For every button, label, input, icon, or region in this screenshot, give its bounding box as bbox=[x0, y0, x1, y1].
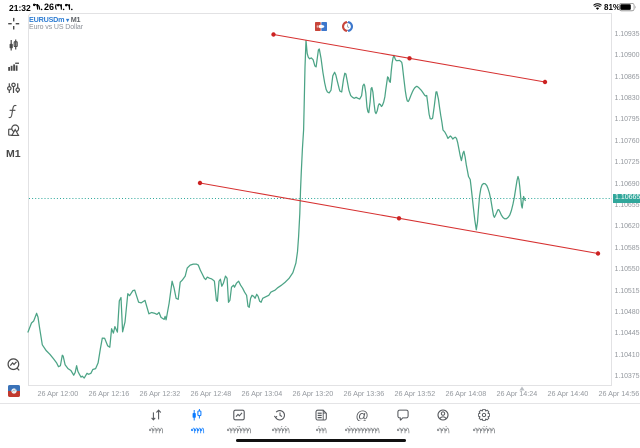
svg-text:@: @ bbox=[356, 409, 368, 421]
